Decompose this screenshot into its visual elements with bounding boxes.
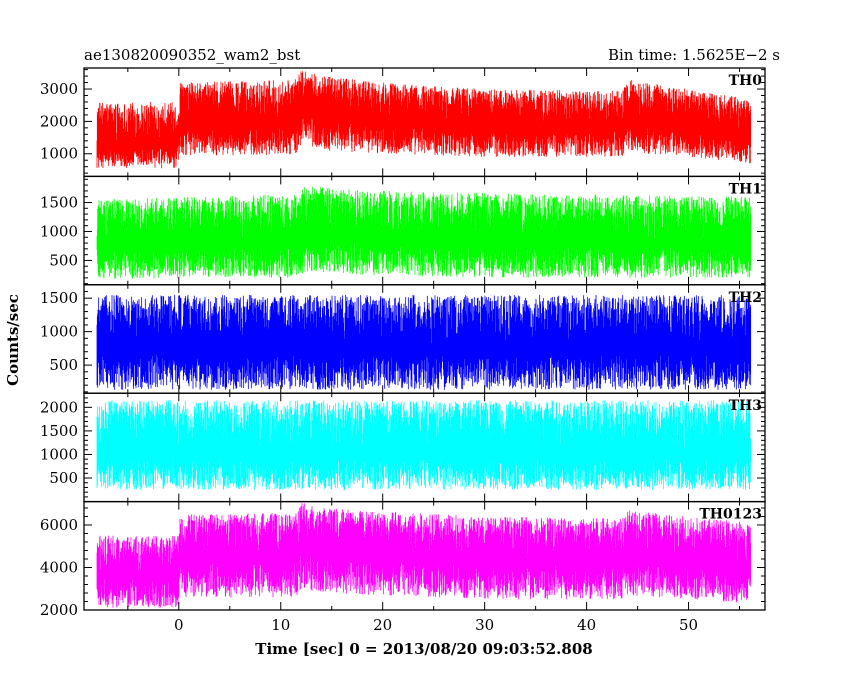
y-tick-label: 1000 [40,323,78,341]
panel-th0123: 2000 4000 6000 TH0123 [40,500,766,619]
series-th2 [96,294,752,390]
y-tick-label: 2000 [40,398,78,416]
y-tick-label: 1500 [40,422,78,440]
bin-time-label: Bin time: 1.5625E−2 s [608,46,780,64]
y-tick-label: 2000 [40,112,78,130]
observation-id-title: ae130820090352_wam2_bst [84,46,300,64]
x-tick-label: 20 [373,616,392,634]
x-tick-label: 40 [577,616,596,634]
y-tick-label: 3000 [40,80,78,98]
series-th3 [96,400,752,490]
y-tick-label: 500 [49,251,78,269]
panel-th0: 1000 2000 3000 TH0 [40,67,766,178]
x-tick-label: 30 [475,616,494,634]
panel-th2: 500 1000 1500 TH2 [40,284,766,394]
y-tick-label: 4000 [40,558,78,576]
series-th0 [96,71,752,169]
y-tick-label: 2000 [40,601,78,619]
panel-label: TH2 [729,290,762,306]
panel-frame [83,500,766,611]
panel-label: TH0 [729,73,763,89]
y-axis-label: Counts/sec [4,294,22,386]
y-tick-label: 1500 [40,289,78,307]
y-tick-label: 500 [49,469,78,487]
x-axis-label: Time [sec] 0 = 2013/08/20 09:03:52.808 [255,640,592,658]
y-tick-label: 1000 [40,445,78,463]
y-tick-label: 1000 [40,145,78,163]
y-tick-label: 6000 [40,516,78,534]
y-tick-label: 1000 [40,222,78,240]
x-tick-label: 10 [271,616,290,634]
series-th0123 [96,503,752,608]
y-tick-label: 500 [49,356,78,374]
panel-label: TH1 [729,181,762,197]
y-tick-label: 1500 [40,193,78,211]
panel-label: TH0123 [699,507,762,523]
x-tick-label: 50 [679,616,698,634]
panel-label: TH3 [729,398,762,414]
x-tick-label: 0 [174,616,184,634]
series-th1 [96,186,752,279]
panel-th3: 500 1000 1500 2000 TH3 [40,392,766,503]
panel-th1: 500 1000 1500 TH1 [40,175,766,286]
